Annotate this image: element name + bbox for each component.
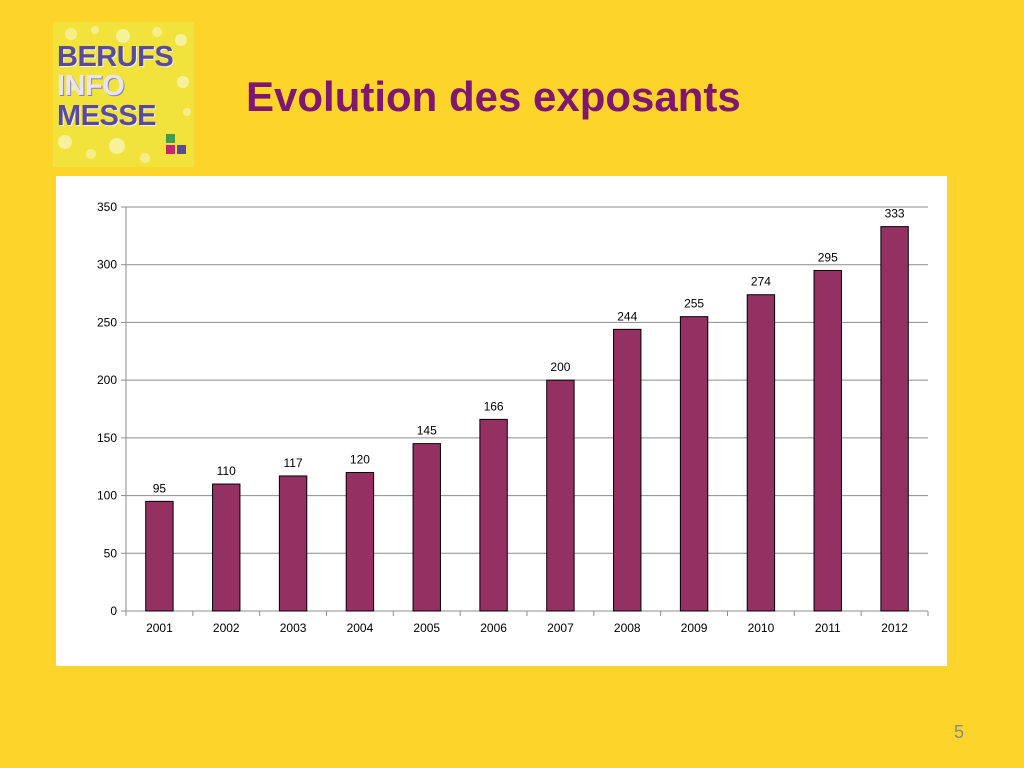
bar bbox=[145, 500, 174, 612]
logo-accent-square bbox=[166, 134, 175, 143]
data-label: 117 bbox=[284, 456, 303, 470]
bar bbox=[278, 475, 308, 612]
x-tick-label: 2009 bbox=[681, 621, 708, 635]
bar bbox=[813, 269, 842, 612]
bar bbox=[212, 483, 241, 612]
data-label: 145 bbox=[417, 424, 437, 438]
data-label: 333 bbox=[885, 207, 905, 221]
slide-number: 5 bbox=[953, 722, 964, 742]
data-label: 166 bbox=[484, 399, 504, 413]
logo-line-3: MESSE bbox=[57, 100, 157, 132]
y-tick-label: 300 bbox=[97, 258, 117, 272]
logo-line-2: INFO bbox=[57, 70, 125, 102]
y-tick-label: 150 bbox=[97, 431, 117, 445]
x-tick-label: 2004 bbox=[347, 621, 374, 635]
y-tick-label: 50 bbox=[104, 546, 118, 560]
x-tick-label: 2010 bbox=[748, 621, 775, 635]
y-tick-label: 250 bbox=[97, 315, 117, 329]
y-tick-label: 0 bbox=[110, 604, 117, 618]
y-tick-label: 100 bbox=[97, 489, 117, 503]
chart-panel: 0 50 100 150 200 250 300 350 95 2001 110 2002 117 200… bbox=[56, 176, 947, 666]
bar bbox=[880, 226, 909, 612]
bar bbox=[345, 471, 375, 612]
logo-line-1: BERUFS bbox=[57, 41, 174, 73]
data-label: 274 bbox=[751, 275, 771, 289]
data-label: 110 bbox=[217, 464, 236, 478]
bar bbox=[679, 316, 709, 612]
logo-dot-pattern bbox=[58, 26, 191, 163]
data-label: 200 bbox=[550, 360, 570, 374]
bar bbox=[479, 418, 508, 612]
logo-accent-square bbox=[177, 145, 186, 154]
y-tick-label: 350 bbox=[97, 200, 117, 214]
x-tick-label: 2008 bbox=[614, 621, 641, 635]
bar-chart: 0 50 100 150 200 250 300 350 95 2001 110 2002 117 200… bbox=[97, 200, 929, 635]
bar bbox=[412, 443, 441, 612]
data-label: 95 bbox=[153, 481, 167, 495]
bar bbox=[746, 294, 776, 612]
x-tick-label: 2002 bbox=[213, 621, 240, 635]
slide-title: Evolution des exposants bbox=[246, 73, 741, 120]
logo-accent-square bbox=[166, 145, 175, 154]
y-tick-label: 200 bbox=[97, 373, 117, 387]
x-tick-label: 2012 bbox=[881, 621, 908, 635]
data-label: 295 bbox=[818, 250, 838, 264]
x-tick-label: 2011 bbox=[815, 621, 841, 635]
bar bbox=[613, 328, 642, 612]
x-tick-label: 2005 bbox=[413, 621, 440, 635]
bar bbox=[546, 379, 575, 612]
x-tick-label: 2003 bbox=[280, 621, 307, 635]
berufs-info-messe-logo: BERUFS INFO MESSE bbox=[53, 22, 194, 167]
data-label: 244 bbox=[617, 309, 637, 323]
x-tick-label: 2001 bbox=[146, 621, 173, 635]
x-tick-label: 2006 bbox=[480, 621, 507, 635]
x-tick-label: 2007 bbox=[547, 621, 574, 635]
data-label: 255 bbox=[684, 297, 704, 311]
data-label: 120 bbox=[350, 452, 370, 466]
